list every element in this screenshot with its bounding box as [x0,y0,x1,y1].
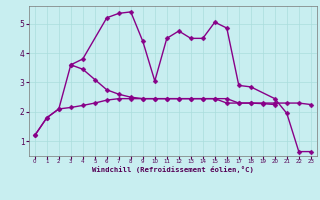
X-axis label: Windchill (Refroidissement éolien,°C): Windchill (Refroidissement éolien,°C) [92,166,254,173]
